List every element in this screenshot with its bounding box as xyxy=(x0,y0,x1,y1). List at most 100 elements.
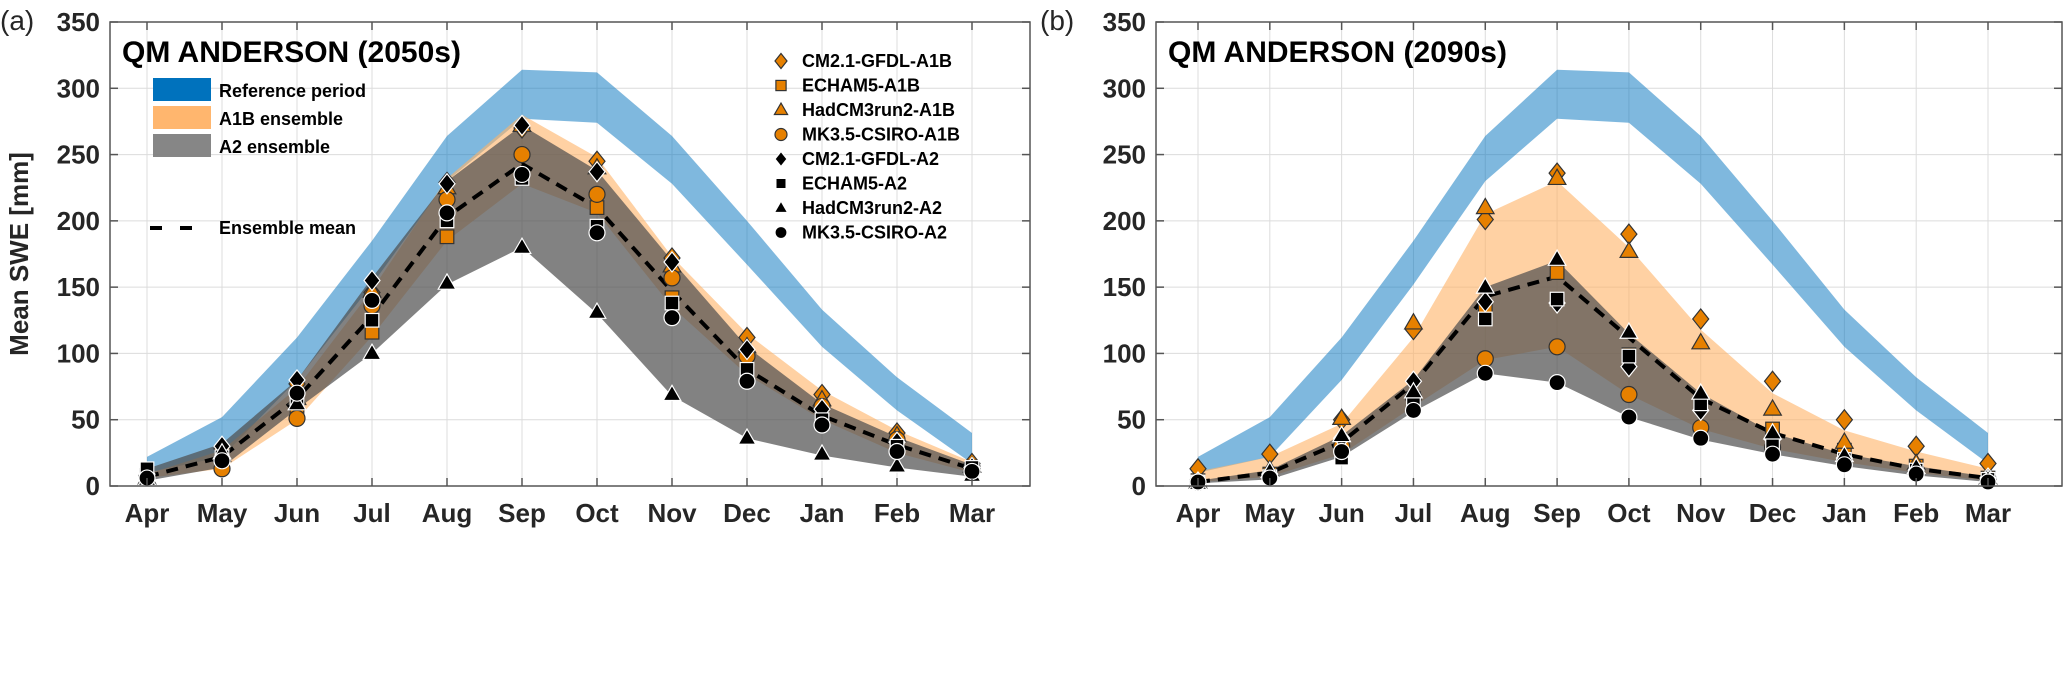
marker-mk3-5-csiro-a2 xyxy=(1404,401,1423,420)
legend-item-a2-ensemble: A2 ensemble xyxy=(153,134,330,157)
legend-item-cm2-1-gfdl-a2: CM2.1-GFDL-A2 xyxy=(774,149,939,169)
panel-label: (b) xyxy=(1040,5,1074,36)
band-reference-period xyxy=(1198,69,1988,473)
ensemble-mean-line xyxy=(146,161,973,479)
marker-mk3-5-csiro-a2 xyxy=(1835,456,1853,474)
legend-marker-circle-icon xyxy=(774,127,788,142)
marker-hadcm3run2-a2 xyxy=(437,272,457,290)
x-tick-label: Feb xyxy=(1893,498,1939,528)
marker-hadcm3run2-a2 xyxy=(1547,248,1567,266)
plot-title: QM ANDERSON (2090s) xyxy=(1168,36,1507,69)
x-tick-labels: Apr May Jun Jul Aug Sep Oct Nov Dec Jan Feb Mar xyxy=(125,498,996,528)
legend-label: MK3.5-CSIRO-A1B xyxy=(802,125,960,145)
legend-label: HadCM3run2-A2 xyxy=(802,198,942,218)
marker-mk3-5-csiro-a2 xyxy=(1476,364,1494,382)
marker-cm2-1-gfdl-a1b xyxy=(1835,408,1854,431)
marker-echam5-a2 xyxy=(664,295,680,311)
marker-mk3-5-csiro-a2 xyxy=(888,442,906,461)
band-a2-ensemble xyxy=(147,125,972,481)
y-tick-label: 350 xyxy=(57,7,100,37)
plot-title: QM ANDERSON (2050s) xyxy=(122,36,461,69)
x-tick-label: Apr xyxy=(125,498,170,528)
x-tick-label: Jun xyxy=(1319,498,1365,528)
legend-label: MK3.5-CSIRO-A2 xyxy=(802,223,947,243)
legend-marker-diamond-icon xyxy=(774,52,788,70)
marker-mk3-5-csiro-a1b xyxy=(288,409,306,427)
marker-hadcm3run2-a2 xyxy=(662,384,682,402)
legend-item-echam5-a1b: ECHAM5-A1B xyxy=(775,76,920,96)
x-tick-label: Sep xyxy=(1533,498,1581,528)
marker-mk3-5-csiro-a2 xyxy=(738,372,756,390)
legend-item-hadcm3run2-a1b: HadCM3run2-A1B xyxy=(773,100,955,120)
legend-item-a1b-ensemble: A1B ensemble xyxy=(153,106,343,129)
y-tick-label: 50 xyxy=(71,405,100,435)
y-tick-label: 300 xyxy=(1103,73,1146,103)
x-tick-label: Mar xyxy=(949,498,995,528)
marker-mk3-5-csiro-a1b xyxy=(1548,338,1566,356)
legend-item-mk3-5-csiro-a1b: MK3.5-CSIRO-A1B xyxy=(774,125,960,145)
marker-hadcm3run2-a1b xyxy=(1619,240,1639,258)
y-tick-label: 200 xyxy=(1103,206,1146,236)
marker-cm2-1-gfdl-a1b xyxy=(1476,208,1495,231)
marker-echam5-a2 xyxy=(364,312,380,328)
marker-cm2-1-gfdl-a2 xyxy=(363,269,381,292)
marker-cm2-1-gfdl-a2 xyxy=(438,172,456,195)
legend-item-reference-period: Reference period xyxy=(153,78,366,101)
x-tick-label: Dec xyxy=(1749,498,1797,528)
markers xyxy=(137,114,982,487)
marker-mk3-5-csiro-a1b xyxy=(1620,385,1638,404)
legend-label: CM2.1-GFDL-A2 xyxy=(802,149,939,169)
panel-label: (a) xyxy=(0,5,34,36)
ensemble-mean-line xyxy=(1197,274,1989,485)
legend-swatch xyxy=(153,106,211,129)
legend-item-hadcm3run2-a2: HadCM3run2-A2 xyxy=(773,198,942,218)
legend-item-cm2-1-gfdl-a1b: CM2.1-GFDL-A1B xyxy=(774,51,952,71)
y-tick-label: 150 xyxy=(57,272,100,302)
y-tick-label: 250 xyxy=(1103,140,1146,170)
marker-echam5-a1b xyxy=(1549,265,1565,280)
marker-mk3-5-csiro-a2 xyxy=(288,384,306,402)
y-axis-title: Mean SWE [mm] xyxy=(4,152,34,356)
y-tick-label: 0 xyxy=(1132,471,1146,501)
x-tick-label: Aug xyxy=(1460,498,1511,528)
x-tick-labels: Apr May Jun Jul Aug Sep Oct Nov Dec Jan Feb Mar xyxy=(1176,498,2012,528)
legend-item-ensemble-mean: Ensemble mean xyxy=(150,218,356,238)
marker-mk3-5-csiro-a2 xyxy=(1333,442,1351,461)
axes xyxy=(1155,21,2063,487)
marker-mk3-5-csiro-a2 xyxy=(213,452,231,470)
marker-hadcm3run2-a1b xyxy=(1475,197,1496,215)
marker-hadcm3run2-a2 xyxy=(1331,425,1352,443)
marker-cm2-1-gfdl-a1b xyxy=(1763,370,1782,393)
marker-hadcm3run2-a2 xyxy=(1762,422,1783,440)
y-tick-label: 50 xyxy=(1117,405,1146,435)
x-tick-label: Nov xyxy=(1676,498,1726,528)
y-tick-label: 300 xyxy=(57,73,100,103)
y-tick-label: 200 xyxy=(57,206,100,236)
legend-label: ECHAM5-A1B xyxy=(802,76,920,96)
plot-frame xyxy=(109,21,1031,487)
marker-echam5-a2 xyxy=(1549,291,1565,307)
marker-mk3-5-csiro-a2 xyxy=(588,224,606,242)
marker-hadcm3run2-a2 xyxy=(587,301,607,319)
y-tick-label: 0 xyxy=(86,471,100,501)
y-tick-label: 350 xyxy=(1103,7,1146,37)
legend-label: Ensemble mean xyxy=(219,218,356,238)
x-tick-label: Feb xyxy=(874,498,920,528)
legend-marker-triangle-icon xyxy=(773,101,789,116)
marker-cm2-1-gfdl-a2 xyxy=(513,114,531,137)
marker-hadcm3run2-a2 xyxy=(512,236,532,254)
marker-hadcm3run2-a1b xyxy=(1762,398,1783,416)
marker-mk3-5-csiro-a2 xyxy=(363,291,381,309)
marker-cm2-1-gfdl-a2 xyxy=(588,160,606,183)
marker-hadcm3run2-a2 xyxy=(287,393,307,411)
marker-hadcm3run2-a2 xyxy=(737,427,757,445)
bands xyxy=(1198,69,1988,484)
marker-hadcm3run2-a2 xyxy=(362,343,382,361)
y-tick-labels: 0 50 100 150 200 250 300 350 xyxy=(57,7,100,501)
marker-hadcm3run2-a2 xyxy=(887,455,907,473)
axes xyxy=(109,21,1031,487)
x-tick-label: Aug xyxy=(422,498,473,528)
legend-item-echam5-a2: ECHAM5-A2 xyxy=(775,174,907,194)
y-tick-label: 100 xyxy=(1103,338,1146,368)
